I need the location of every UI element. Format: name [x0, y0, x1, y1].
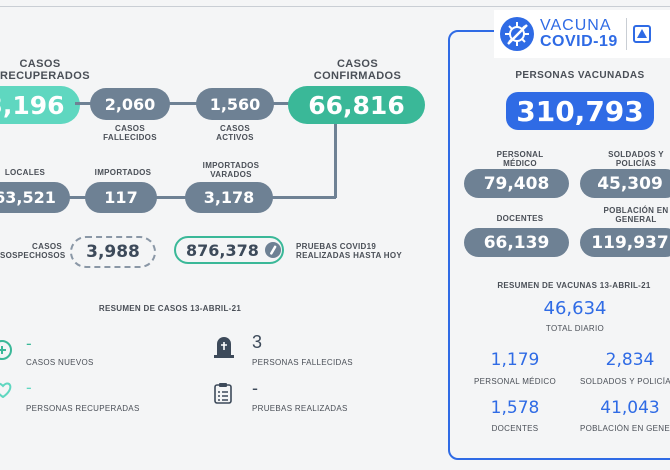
sospechosos-value: 3,988	[70, 236, 156, 268]
recuperados-value: 3,196	[0, 86, 80, 124]
personas-recuperadas-label: PERSONAS RECUPERADAS	[26, 404, 140, 413]
daily-poblacion-value: 41,043	[600, 398, 660, 418]
activos-value: 1,560	[196, 88, 274, 120]
fallecidos-value: 2,060	[90, 88, 170, 120]
plus-circle-icon	[0, 340, 12, 360]
coat-of-arms-icon	[632, 25, 651, 43]
vacunadas-value: 310,793	[506, 92, 654, 130]
activos-label: CASOS ACTIVOS	[216, 124, 254, 142]
total-diario-label: TOTAL DIARIO	[545, 324, 605, 333]
locales-label: LOCALES	[4, 168, 46, 177]
poblacion-general-value: 119,937	[580, 228, 670, 257]
varados-label: IMPORTADOS VARADOS	[202, 161, 260, 179]
resumen-vacunas-title: RESUMEN DE VACUNAS 13-ABRIL-21	[497, 281, 651, 290]
daily-docentes-label: DOCENTES	[491, 424, 539, 433]
test-tube-icon	[264, 242, 281, 258]
vacunadas-title: PERSONAS VACUNADAS	[515, 70, 645, 81]
confirmados-label: CASOS CONFIRMADOS	[313, 58, 402, 82]
divider	[625, 18, 627, 50]
importados-label: IMPORTADOS	[94, 168, 152, 177]
pruebas-value-box: 876,378	[174, 236, 284, 264]
personas-fallecidas-value: 3	[252, 332, 263, 352]
recuperados-label: CASOS RECUPERADOS	[0, 58, 90, 82]
connector-top	[75, 102, 295, 105]
locales-value: 63,521	[0, 182, 70, 213]
daily-medico-value: 1,179	[490, 350, 540, 370]
vacuna-logo: VACUNA COVID-19	[494, 10, 670, 58]
confirmados-value: 66,816	[288, 86, 425, 124]
connector-middle	[30, 196, 336, 199]
sospechosos-label: CASOS SOSPECHOSOS	[0, 242, 66, 260]
daily-poblacion-label: POBLACIÓN EN GENE	[580, 424, 670, 433]
tombstone-icon	[214, 336, 234, 358]
logo-line2: COVID-19	[540, 33, 618, 50]
casos-nuevos-label: CASOS NUEVOS	[26, 358, 94, 367]
docentes-value: 66,139	[464, 228, 569, 257]
personas-fallecidas-label: PERSONAS FALLECIDAS	[252, 358, 353, 367]
soldados-policias-label: SOLDADOS Y POLICÍAS	[608, 150, 664, 168]
pruebas-realizadas-label: PRUEBAS REALIZADAS	[252, 404, 348, 413]
pruebas-realizadas-value: -	[252, 378, 258, 398]
docentes-label: DOCENTES	[496, 214, 544, 223]
heart-icon	[0, 382, 12, 399]
varados-value: 3,178	[185, 182, 273, 213]
importados-value: 117	[85, 182, 157, 213]
soldados-policias-value: 45,309	[580, 169, 670, 198]
poblacion-general-label: POBLACIÓN EN GENERAL	[603, 206, 669, 224]
top-rule	[0, 6, 670, 7]
connector-vertical	[334, 124, 337, 198]
clipboard-icon	[214, 382, 232, 404]
daily-docentes-value: 1,578	[490, 398, 540, 418]
pruebas-value: 876,378	[186, 240, 259, 260]
personal-medico-value: 79,408	[464, 169, 569, 198]
daily-soldados-value: 2,834	[605, 350, 655, 370]
personas-recuperadas-value: -	[26, 378, 32, 397]
fallecidos-label: CASOS FALLECIDOS	[103, 124, 157, 142]
logo-line1: VACUNA	[540, 17, 612, 34]
resumen-casos-title: RESUMEN DE CASOS 13-ABRIL-21	[98, 304, 242, 313]
casos-nuevos-value: -	[26, 334, 32, 353]
daily-soldados-label: SOLDADOS Y POLICÍA	[580, 377, 670, 386]
virus-icon	[500, 17, 534, 51]
pruebas-label: PRUEBAS COVID19 REALIZADAS HASTA HOY	[296, 242, 402, 260]
daily-medico-label: PERSONAL MÉDICO	[474, 377, 556, 386]
personal-medico-label: PERSONAL MÉDICO	[496, 150, 544, 168]
total-diario-value: 46,634	[543, 298, 607, 319]
